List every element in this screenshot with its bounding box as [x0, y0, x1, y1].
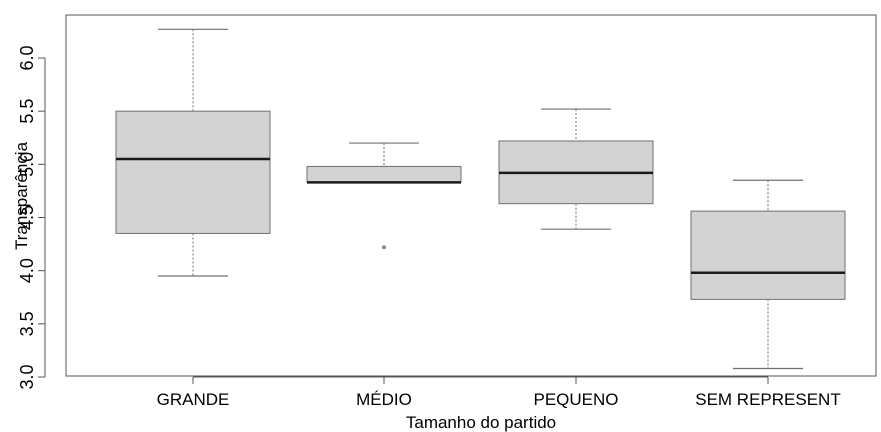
x-tick-label: MÉDIO — [356, 390, 412, 409]
box-iqr — [306, 165, 462, 183]
y-tick-label: 3.0 — [17, 364, 37, 389]
x-axis-title: Tamanho do partido — [406, 413, 556, 432]
box-group — [690, 179, 846, 370]
outlier-point — [382, 245, 386, 250]
y-tick-label: 5.5 — [17, 99, 37, 124]
x-tick-label: SEM REPRESENT — [695, 390, 840, 409]
y-tick-label: 3.5 — [17, 311, 37, 336]
boxes — [115, 28, 846, 370]
y-axis-title: Transparência — [12, 141, 31, 250]
box-iqr — [115, 110, 271, 234]
y-tick-label: 4.0 — [17, 258, 37, 283]
box-group — [115, 28, 271, 277]
y-tick-label: 5.0 — [17, 152, 37, 177]
plot-frame — [65, 14, 877, 377]
y-tick-label: 4.5 — [17, 205, 37, 230]
x-tick-label: PEQUENO — [533, 390, 618, 409]
y-axis: 3.0 3.5 4.0 4.5 5.0 5.5 6.0 — [17, 45, 46, 390]
box-iqr — [690, 210, 846, 300]
box-group — [306, 142, 462, 250]
box-group — [498, 108, 654, 230]
x-tick-label: GRANDE — [157, 390, 230, 409]
x-axis: GRANDE MÉDIO PEQUENO SEM REPRESENT — [157, 376, 841, 409]
y-tick-label: 6.0 — [17, 45, 37, 70]
